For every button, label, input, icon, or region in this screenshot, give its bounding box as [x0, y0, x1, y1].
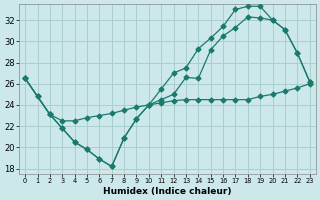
X-axis label: Humidex (Indice chaleur): Humidex (Indice chaleur) — [103, 187, 232, 196]
